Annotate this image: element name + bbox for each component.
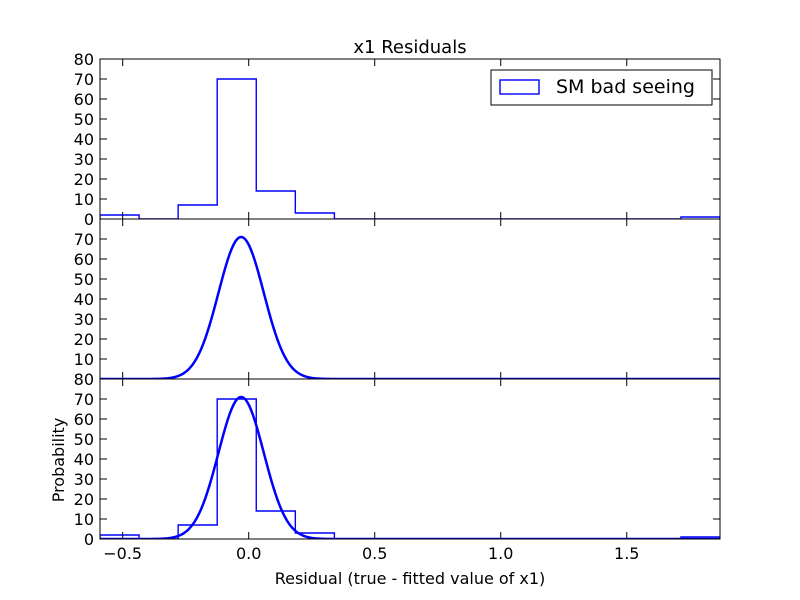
y-tick-label: 70 xyxy=(74,230,94,249)
plot-area-bottom xyxy=(100,395,720,539)
y-tick-label: 40 xyxy=(74,450,94,469)
histogram-series xyxy=(100,78,720,219)
histogram-series xyxy=(100,398,720,539)
x-tick-label: 0.0 xyxy=(236,544,261,563)
y-axis-label: Probability xyxy=(49,418,68,503)
gaussian-fit-series xyxy=(100,395,720,539)
plot-area-middle xyxy=(100,235,720,379)
y-tick-label: 30 xyxy=(74,310,94,329)
y-tick-label: 30 xyxy=(74,470,94,489)
y-tick-label: 20 xyxy=(74,490,94,509)
y-tick-label: 50 xyxy=(74,270,94,289)
y-tick-label: 60 xyxy=(74,250,94,269)
axes-frame-middle xyxy=(99,218,721,380)
y-tick-label: 30 xyxy=(74,150,94,169)
legend-label: SM bad seeing xyxy=(556,76,695,98)
chart-title: x1 Residuals xyxy=(353,37,466,58)
y-tick-label: 40 xyxy=(74,290,94,309)
legend-swatch xyxy=(499,79,540,95)
x-tick-label: −0.5 xyxy=(103,544,142,563)
plot-area-top xyxy=(100,78,720,219)
x-axis-label: Residual (true - fitted value of x1) xyxy=(275,569,546,588)
y-tick-label: 50 xyxy=(74,110,94,129)
gaussian-fit-series xyxy=(100,235,720,379)
y-tick-label: 20 xyxy=(74,170,94,189)
x-tick-label: 1.5 xyxy=(614,544,639,563)
y-tick-label: 40 xyxy=(74,130,94,149)
y-tick-label: 0 xyxy=(84,210,94,229)
y-tick-label: 10 xyxy=(74,190,94,209)
legend-box xyxy=(490,69,713,106)
y-tick-label: 60 xyxy=(74,90,94,109)
x-tick-label: 1.0 xyxy=(488,544,513,563)
y-tick-label: 10 xyxy=(74,350,94,369)
y-tick-label: 0 xyxy=(84,530,94,549)
y-tick-label: 10 xyxy=(74,510,94,529)
y-tick-label: 70 xyxy=(74,70,94,89)
x-tick-labels: −0.5 0.0 0.5 1.0 1.5 xyxy=(103,544,639,563)
y-tick-label: 80 xyxy=(74,50,94,69)
y-tick-label: 80 xyxy=(74,370,94,389)
y-tick-label: 50 xyxy=(74,430,94,449)
y-tick-label: 20 xyxy=(74,330,94,349)
y-tick-label: 60 xyxy=(74,410,94,429)
y-tick-label: 70 xyxy=(74,390,94,409)
x-tick-label: 0.5 xyxy=(362,544,387,563)
legend: SM bad seeing xyxy=(490,69,713,106)
axes-frame-bottom xyxy=(99,378,721,540)
